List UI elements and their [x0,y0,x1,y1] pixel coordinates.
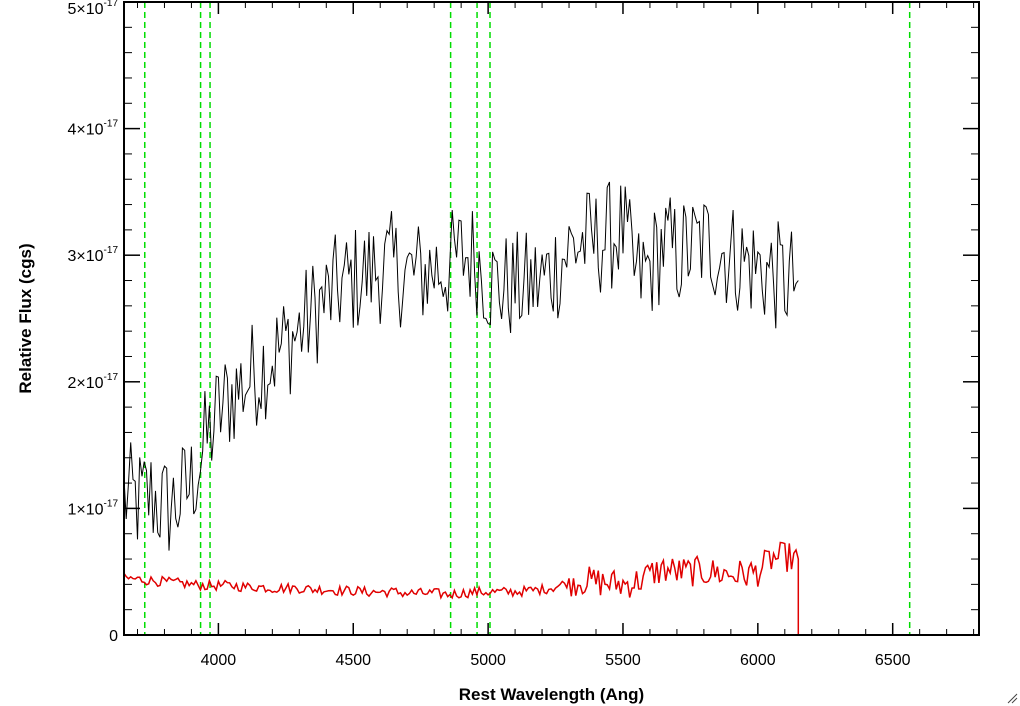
y-tick-label: 4×10-17 [68,119,119,139]
y-tick-label: 5×10-17 [68,0,119,18]
x-axis-label: Rest Wavelength (Ang) [459,685,644,704]
series-layer [123,181,979,636]
spectrum-series-line [123,181,799,551]
x-tick-label: 6500 [875,652,911,669]
resize-grip-icon[interactable] [1006,692,1018,704]
y-tick-label: 3×10-17 [68,245,119,265]
y-tick-label: 1×10-17 [68,498,119,518]
y-tick-label: 0 [109,628,118,645]
x-tick-labels: 4000 4500 5000 5500 6000 6500 [201,652,911,669]
y-axis-label: Relative Flux (cgs) [16,243,35,393]
x-tick-label: 4500 [335,652,371,669]
emission-line-markers [144,2,911,635]
x-tick-label: 5000 [470,652,506,669]
error-series-line [123,541,979,636]
x-tick-label: 4000 [201,652,237,669]
y-tick-labels: 0 1×10-17 2×10-17 3×10-17 4×10-17 5×10-17 [68,0,119,645]
x-tick-label: 5500 [605,652,641,669]
x-tick-label: 6000 [740,652,776,669]
y-tick-label: 2×10-17 [68,372,119,392]
axis-ticks [124,1,979,636]
plot-frame [123,1,980,636]
